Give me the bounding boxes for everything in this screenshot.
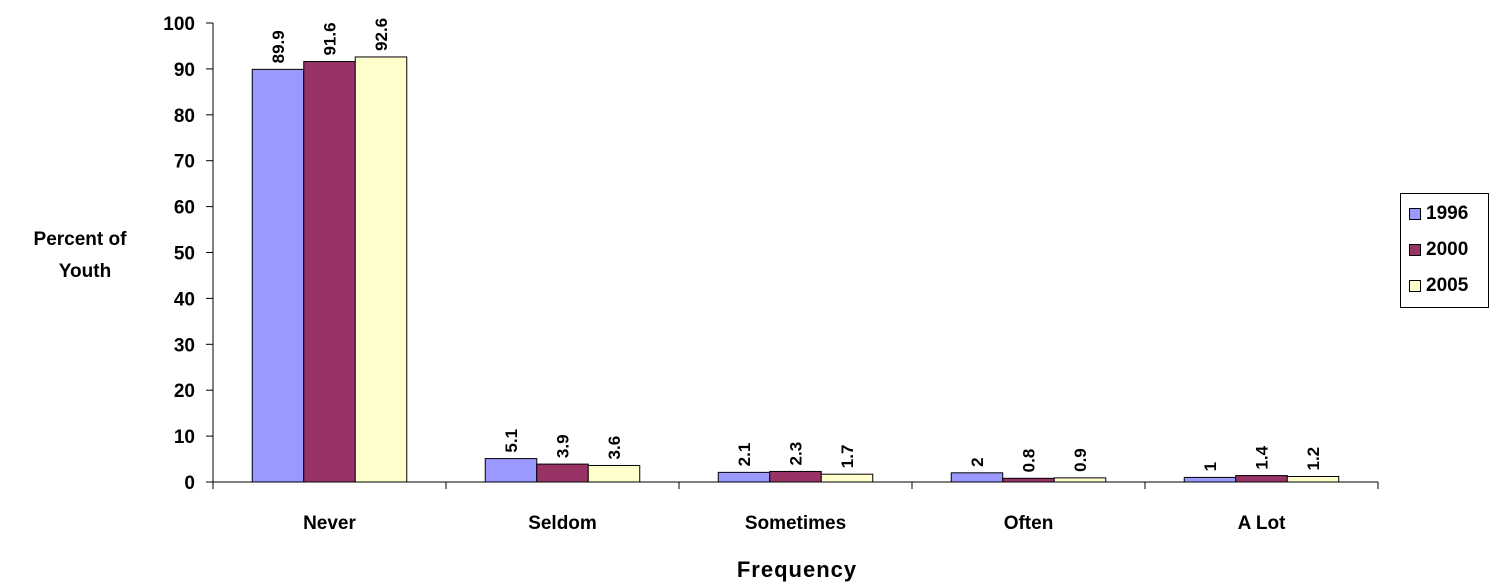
y-tick-label: 30: [174, 335, 195, 356]
bar-1996-never: [251, 68, 305, 483]
value-label: 1.7: [838, 445, 857, 469]
legend-label-2000: 2000: [1426, 239, 1469, 260]
y-tick-label: 90: [174, 60, 195, 81]
bar-2005-seldom: [587, 464, 641, 483]
x-tick-label: Seldom: [528, 513, 597, 534]
value-label: 2.1: [735, 443, 754, 467]
bar-1996-seldom: [484, 458, 538, 483]
value-label: 1: [1201, 462, 1220, 471]
value-label: 5.1: [502, 429, 521, 453]
legend-label-1996: 1996: [1426, 203, 1469, 224]
legend-swatch-1996: [1409, 208, 1421, 220]
bar-2000-seldom: [536, 463, 589, 483]
y-tick-label: 0: [184, 473, 195, 494]
x-tick-label: A Lot: [1238, 513, 1287, 534]
value-label: 2.3: [787, 442, 806, 466]
y-tick-label: 100: [163, 14, 195, 35]
x-axis-title: Frequency: [737, 557, 857, 582]
bar-1996-often: [950, 472, 1004, 483]
legend-item-1996: 1996: [1409, 203, 1469, 224]
value-label: 3.6: [605, 436, 624, 460]
value-label: 91.6: [321, 22, 340, 55]
legend-item-2000: 2000: [1409, 239, 1469, 260]
bars: [251, 56, 1340, 483]
x-tick-label: Sometimes: [745, 513, 846, 534]
value-label: 2: [968, 457, 987, 466]
value-label: 1.4: [1253, 445, 1272, 469]
y-axis-title-line-2: Youth: [59, 261, 111, 282]
value-label: 3.9: [554, 434, 573, 458]
legend-label-2005: 2005: [1426, 275, 1469, 296]
bar-2000-a-lot: [1235, 475, 1288, 483]
bar-1996-sometimes: [717, 471, 771, 483]
legend: 1996 2000 2005: [1400, 193, 1489, 308]
x-tick-label: Often: [1004, 513, 1054, 534]
bar-2000-often: [1002, 477, 1055, 483]
bar-1996-a-lot: [1183, 476, 1237, 483]
legend-swatch-2000: [1409, 244, 1421, 256]
y-tick-label: 60: [174, 198, 195, 219]
y-tick-label: 40: [174, 289, 195, 310]
y-tick-label: 20: [174, 381, 195, 402]
value-labels: 89.9 91.6 92.6 5.1 3.9 3.6 2.1 2.3 1.7 2 0.8 0.9 1 1.…: [269, 18, 1323, 472]
legend-item-2005: 2005: [1409, 275, 1469, 296]
axes: 0 10 20 30 40 50 60 70 80 90 100 Never Seldom Sometim…: [163, 14, 1379, 534]
value-label: 1.2: [1304, 447, 1323, 471]
x-tick-label: Never: [303, 513, 356, 534]
value-label: 89.9: [269, 30, 288, 63]
legend-swatch-2005: [1409, 280, 1421, 292]
bar-2005-often: [1053, 477, 1107, 483]
bar-2005-never: [354, 56, 408, 483]
y-axis-title-line-1: Percent of: [34, 229, 128, 250]
bar-2005-a-lot: [1286, 475, 1340, 483]
bar-2000-never: [303, 61, 356, 483]
y-tick-label: 80: [174, 106, 195, 127]
y-tick-label: 50: [174, 244, 195, 265]
bar-2000-sometimes: [769, 470, 822, 483]
value-label: 0.9: [1071, 448, 1090, 472]
value-label: 92.6: [372, 18, 391, 51]
value-label: 0.8: [1020, 449, 1039, 473]
bar-2005-sometimes: [820, 473, 874, 483]
y-tick-label: 10: [174, 427, 195, 448]
y-tick-label: 70: [174, 152, 195, 173]
